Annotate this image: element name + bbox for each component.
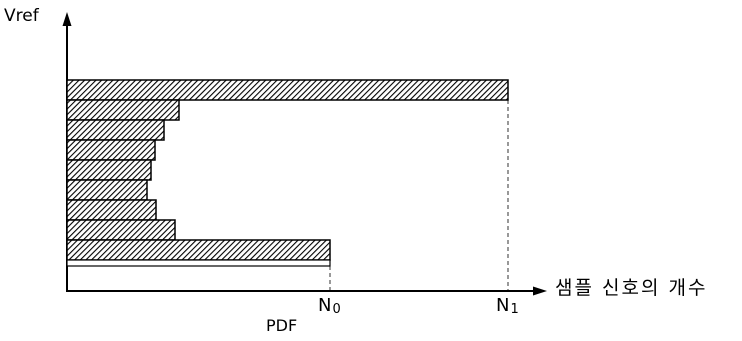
histogram-bar-6 xyxy=(66,179,148,201)
y-axis-arrowhead xyxy=(62,12,72,26)
histogram-bar-2 xyxy=(66,99,180,121)
histogram-bar-7 xyxy=(66,199,157,221)
histogram-bar-10 xyxy=(66,259,331,267)
tick-label-n0: N0 xyxy=(318,295,341,317)
histogram-bar-4 xyxy=(66,139,156,161)
histogram-bar-1 xyxy=(66,79,509,101)
tick-label-n1: N1 xyxy=(496,295,519,317)
histogram-bar-8 xyxy=(66,219,176,241)
tick-label-n1-subscript: 1 xyxy=(510,302,519,317)
x-axis-arrowhead xyxy=(533,286,547,296)
tick-label-n1-main: N xyxy=(496,295,510,316)
histogram-bars xyxy=(66,79,509,261)
pdf-label: PDF xyxy=(266,316,298,335)
histogram-bar-3 xyxy=(66,119,165,141)
tick-label-n0-main: N xyxy=(318,295,332,316)
y-axis-label: Vref xyxy=(4,6,39,26)
tick-label-n0-subscript: 0 xyxy=(332,302,341,317)
x-axis-label: 샘플 신호의 개수 xyxy=(555,277,708,299)
histogram-bar-9 xyxy=(66,239,331,261)
histogram-bar-5 xyxy=(66,159,152,181)
